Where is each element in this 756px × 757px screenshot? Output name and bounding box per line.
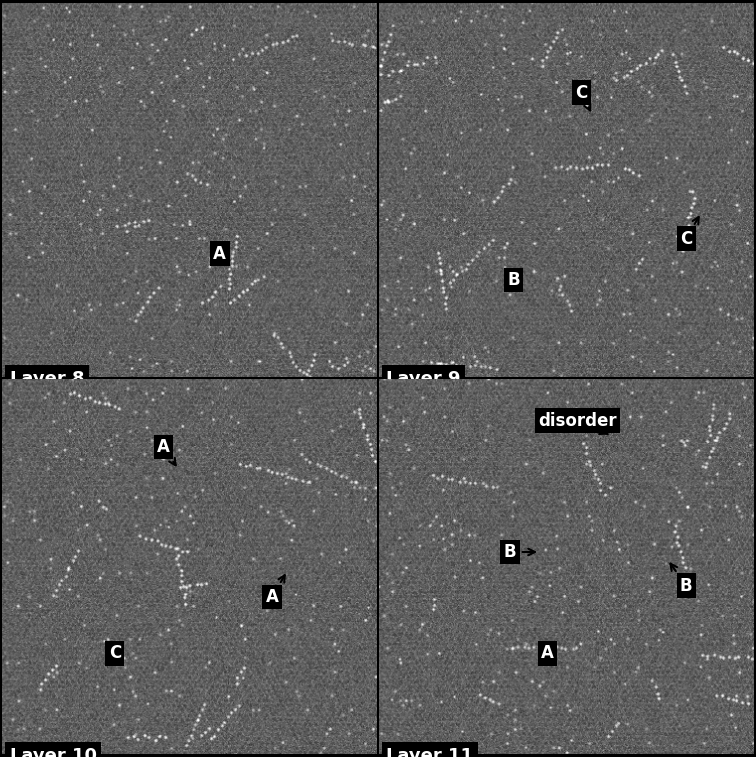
Text: A: A [213,245,226,263]
Text: B: B [671,564,692,595]
Text: A: A [266,575,285,606]
Text: Layer 9: Layer 9 [386,370,460,388]
Text: C: C [575,83,590,111]
Text: Layer 11: Layer 11 [386,747,473,757]
Text: disorder: disorder [538,412,617,435]
Text: Layer 10: Layer 10 [10,747,97,757]
Text: Layer 8: Layer 8 [10,370,85,388]
Text: C: C [109,644,121,662]
Text: C: C [680,217,699,248]
Text: A: A [157,438,175,466]
Text: A: A [541,644,554,662]
Text: B: B [507,271,520,289]
Text: B: B [503,543,535,561]
